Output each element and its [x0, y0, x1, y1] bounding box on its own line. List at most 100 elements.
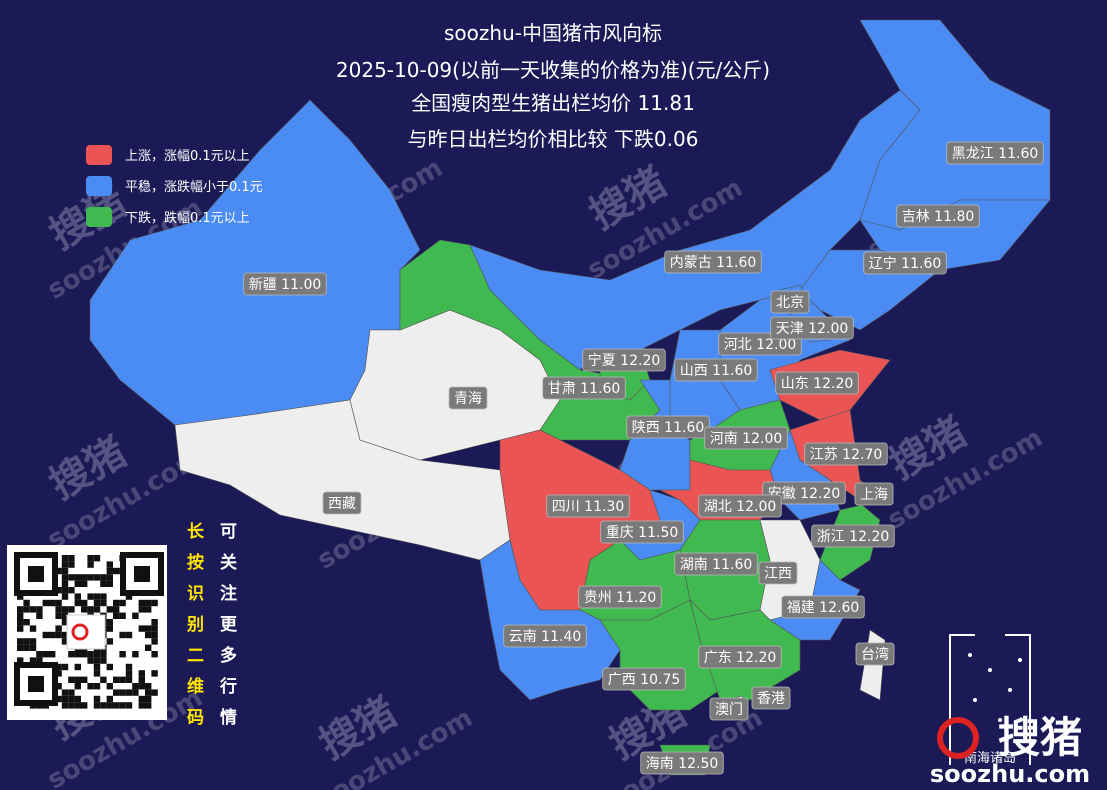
qr-cell [55, 670, 62, 677]
qr-cell [113, 606, 120, 613]
qr-cell [29, 644, 37, 651]
legend-swatch [86, 207, 112, 227]
qr-cell [81, 676, 88, 683]
qr-cell [81, 574, 88, 581]
qr-cell [145, 683, 152, 690]
qr-cell [68, 574, 75, 581]
province-label: 广东 12.20 [698, 645, 782, 669]
island [988, 668, 992, 672]
province-label: 福建 12.60 [781, 595, 865, 619]
qr-cell [145, 644, 152, 651]
qr-cell [138, 695, 145, 703]
qr-cell [125, 676, 133, 683]
qr-cell [49, 599, 56, 607]
qr-cell [17, 612, 24, 619]
label-text: 贵州 11.20 [584, 590, 657, 606]
province-label: 湖北 12.00 [698, 494, 782, 518]
province-label: 贵州 11.20 [578, 585, 662, 609]
qr-cell [23, 638, 30, 645]
label-text: 北京 [776, 295, 804, 311]
province-label: 湖南 11.60 [674, 552, 758, 576]
label-box [448, 386, 488, 410]
label-text: 天津 12.00 [776, 321, 849, 337]
qr-cell [106, 638, 113, 645]
island [1018, 658, 1022, 662]
province-label: 甘肃 11.60 [542, 376, 626, 400]
qr-cell [138, 670, 145, 677]
qr-cell [119, 689, 126, 696]
province-label: 江苏 12.70 [804, 442, 888, 466]
title-line: 与昨日出栏均价相比较 下跌0.06 [408, 127, 699, 151]
qr-cell [81, 599, 88, 607]
province-label: 四川 11.30 [546, 494, 630, 518]
qr-cell [145, 606, 152, 613]
province-label: 新疆 11.00 [243, 272, 327, 296]
qr-cell [61, 593, 69, 600]
qr-cell [151, 651, 158, 658]
island [998, 718, 1002, 722]
qr-cell [55, 606, 62, 613]
province-label: 重庆 11.50 [600, 520, 684, 544]
qr-cell [55, 599, 62, 607]
qr-cell [100, 593, 107, 600]
qr-cell [61, 555, 69, 562]
label-box [709, 697, 749, 721]
label-box [855, 642, 895, 666]
label-box [664, 250, 762, 274]
qr-cell [113, 676, 120, 683]
qr-cell [17, 657, 24, 664]
label-text: 江苏 12.70 [810, 447, 883, 463]
qr-cell [113, 599, 120, 607]
label-text: 重庆 11.50 [606, 525, 679, 541]
qr-cell [93, 606, 101, 613]
qr-cell [106, 695, 113, 703]
qr-cell [138, 676, 145, 683]
qr-cell [74, 574, 81, 581]
label-text: 福建 12.60 [787, 600, 860, 616]
label-text: 青海 [454, 391, 482, 407]
qr-cell [125, 702, 133, 709]
qr-cell [61, 561, 69, 568]
qr-cell [55, 631, 62, 639]
province-label: 辽宁 11.60 [863, 251, 947, 275]
qr-cell [145, 625, 152, 632]
qr-cell [138, 702, 145, 709]
qr-cell [125, 689, 133, 696]
province [479, 539, 621, 701]
qr-cell [74, 683, 81, 690]
label-box [770, 316, 854, 340]
label-box [781, 595, 865, 619]
label-text: 宁夏 12.20 [588, 352, 661, 369]
qr-cell [23, 599, 30, 607]
qr-cell [93, 683, 101, 690]
label-text: 安徽 12.20 [768, 486, 841, 502]
qr-cell [61, 631, 69, 639]
qr-cell [87, 593, 94, 600]
province-label: 澳门 [709, 697, 749, 721]
qr-cell [151, 689, 158, 696]
province-label: 台湾 [855, 642, 895, 666]
qr-cell [100, 651, 107, 658]
label-text: 广东 12.20 [704, 650, 777, 666]
label-text: 广西 10.75 [608, 672, 681, 688]
province-label: 浙江 12.20 [811, 524, 895, 548]
qr-cell [106, 625, 113, 632]
label-text: 四川 11.30 [552, 499, 625, 515]
qr-cell [17, 638, 24, 645]
qr-cell [68, 702, 75, 709]
qr-cell [61, 587, 69, 594]
qr-cell [74, 663, 81, 671]
qr-cell [138, 683, 145, 690]
province-label: 内蒙古 11.60 [664, 250, 762, 274]
qr-cell [125, 593, 133, 600]
qr-cell [100, 702, 107, 709]
legend-label: 下跌，跌幅0.1元以上 [125, 210, 250, 226]
island [1008, 688, 1012, 692]
qr-cell [145, 702, 152, 709]
qr-cell [81, 606, 88, 613]
qr-cell [93, 593, 101, 600]
province-label: 陕西 11.60 [626, 415, 710, 439]
qr-cell [106, 702, 113, 709]
province-label: 吉林 11.80 [896, 204, 980, 228]
qr-cell [68, 561, 75, 568]
